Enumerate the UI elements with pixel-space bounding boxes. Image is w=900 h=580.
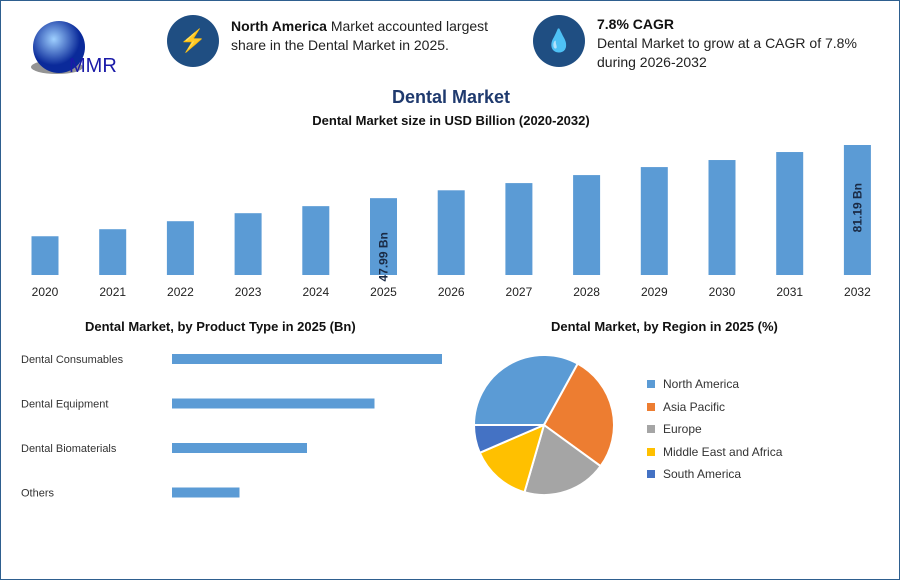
legend-label: Asia Pacific: [663, 399, 726, 414]
category-label: Dental Equipment: [21, 399, 108, 411]
fact-bold: North America: [231, 18, 327, 34]
data-label: 47.99 Bn: [377, 232, 391, 281]
x-tick-label: 2022: [167, 285, 194, 299]
bar-2027: [505, 183, 533, 275]
legend-swatch: [647, 425, 655, 434]
legend-label: North America: [663, 377, 740, 392]
slice-asia-pacific: [542, 362, 615, 468]
pie-legend: North America Asia Pacific Europe Middle Ea…: [647, 373, 782, 486]
x-tick-label: 2027: [506, 285, 533, 299]
category-label: Others: [21, 488, 55, 500]
bar-2025: [370, 198, 397, 275]
mmr-logo: MMR: [29, 19, 139, 79]
bar-others: [172, 487, 240, 498]
bar-2026: [437, 190, 465, 275]
legend-label: Middle East and Africa: [663, 444, 783, 459]
growth-drop-icon: 💧: [533, 15, 585, 67]
bar-dental-consumables: [172, 354, 442, 364]
legend-item: South America: [647, 463, 782, 486]
market-size-bar-chart: 2020 2021 2022 2023 2024 2025 47.99 Bn 2026 2027…: [31, 145, 871, 299]
bar-2031: [776, 152, 804, 275]
bar-2029: [640, 167, 668, 275]
bar-2032: [843, 145, 871, 275]
bar-2030: [708, 160, 736, 275]
fact-text: Dental Market to grow at a CAGR of 7.8% …: [597, 35, 857, 70]
legend-label: Europe: [663, 422, 702, 437]
bar-2024: [302, 206, 330, 275]
x-tick-label: 2024: [302, 285, 329, 299]
chart-subtitle: Dental Market size in USD Billion (2020-…: [312, 113, 590, 128]
bar-2022: [166, 221, 194, 275]
bar-2028: [573, 175, 601, 275]
product-type-bar-chart: Dental Consumables Dental Equipment Dental…: [21, 354, 442, 500]
chart-title: Dental Market: [391, 87, 511, 107]
bar-2021: [99, 229, 127, 275]
logo-text: MMR: [69, 55, 117, 77]
bar-2023: [234, 213, 262, 275]
x-tick-label: 2023: [235, 285, 262, 299]
region-chart-title: Dental Market, by Region in 2025 (%): [551, 319, 778, 334]
x-tick-label: 2020: [32, 285, 59, 299]
x-tick-label: 2030: [709, 285, 736, 299]
legend-swatch: [647, 447, 655, 456]
legend-item: Asia Pacific: [647, 396, 782, 419]
category-label: Dental Consumables: [21, 354, 124, 366]
slice-south-america: [472, 424, 545, 455]
product-chart-title: Dental Market, by Product Type in 2025 (…: [85, 319, 356, 334]
fact-north-america: North America Market accounted largest s…: [231, 17, 511, 55]
slice-middle-east-and-africa: [478, 423, 546, 494]
fact-text: Market accounted largest share in the De…: [231, 18, 489, 53]
x-tick-label: 2028: [573, 285, 600, 299]
x-tick-label: 2032: [844, 285, 871, 299]
legend-swatch: [647, 402, 655, 411]
legend-item: Middle East and Africa: [647, 441, 782, 464]
category-label: Dental Biomaterials: [21, 443, 117, 455]
x-tick-label: 2029: [641, 285, 668, 299]
globe-icon: MMR: [31, 21, 117, 77]
legend-swatch: [647, 470, 655, 479]
bar-dental-biomaterials: [172, 443, 307, 453]
legend-label: South America: [663, 467, 742, 482]
legend-item: North America: [647, 373, 782, 396]
bar-dental-equipment: [172, 398, 375, 409]
slice-europe: [523, 423, 603, 496]
data-label: 81.19 Bn: [850, 183, 864, 232]
x-tick-label: 2025: [370, 285, 397, 299]
legend-swatch: [647, 380, 655, 389]
fact-cagr: 7.8% CAGR Dental Market to grow at a CAGR…: [597, 15, 867, 72]
x-tick-label: 2031: [776, 285, 803, 299]
lightning-icon: ⚡: [167, 15, 219, 67]
x-tick-label: 2021: [99, 285, 126, 299]
bar-2020: [31, 236, 59, 275]
fact-bold: 7.8% CAGR: [597, 16, 675, 32]
slice-north-america: [472, 354, 580, 426]
region-pie-chart: [472, 354, 615, 496]
legend-item: Europe: [647, 418, 782, 441]
x-tick-label: 2026: [438, 285, 465, 299]
